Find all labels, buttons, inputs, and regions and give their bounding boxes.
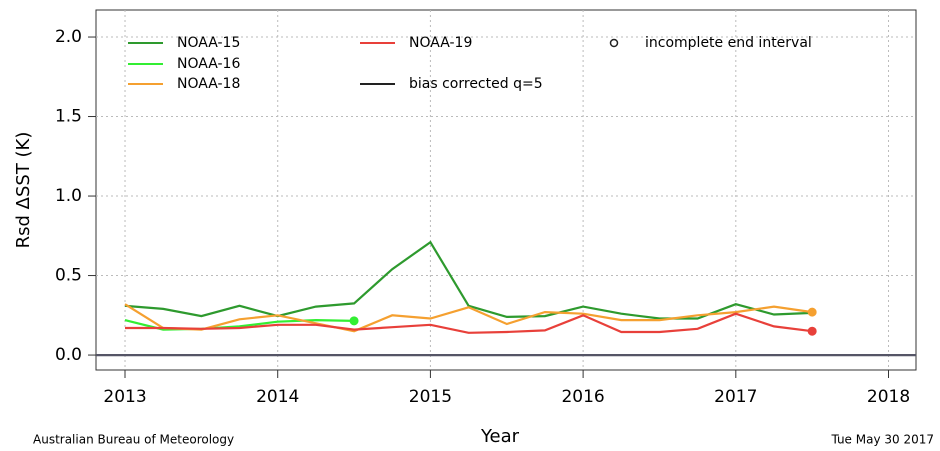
- y-tick-label: 0.0: [55, 345, 82, 365]
- legend-label: NOAA-18: [177, 76, 240, 92]
- x-tick-label: 2013: [103, 387, 146, 407]
- series-line: [124, 303, 813, 333]
- series-line: [125, 312, 813, 334]
- legend-label: NOAA-16: [177, 56, 240, 72]
- legend-label: NOAA-15: [177, 35, 240, 51]
- end-marker: [807, 307, 817, 317]
- y-tick-label: 2.0: [55, 27, 82, 47]
- y-tick-label: 0.5: [55, 266, 82, 286]
- end-marker: [349, 316, 359, 326]
- x-tick-label: 2016: [561, 387, 604, 407]
- footer-date: Tue May 30 2017: [830, 433, 934, 447]
- footer-source: Australian Bureau of Meteorology: [33, 433, 234, 447]
- legend-label: bias corrected q=5: [409, 76, 543, 92]
- legend-label: NOAA-19: [409, 35, 472, 51]
- x-tick-label: 2015: [409, 387, 452, 407]
- series-line: [124, 318, 355, 331]
- x-tick-label: 2014: [256, 387, 299, 407]
- y-axis-label: Rsd ΔSST (K): [13, 132, 34, 249]
- legend-label: incomplete end interval: [645, 35, 812, 51]
- x-axis-label: Year: [480, 426, 520, 447]
- y-tick-label: 1.0: [55, 186, 82, 206]
- end-marker: [807, 326, 817, 336]
- plot-frame: [95, 9, 917, 371]
- series-line: [124, 240, 813, 320]
- y-tick-label: 1.5: [55, 107, 82, 127]
- x-tick-label: 2018: [867, 387, 910, 407]
- x-tick-label: 2017: [714, 387, 757, 407]
- legend-marker: [609, 38, 619, 48]
